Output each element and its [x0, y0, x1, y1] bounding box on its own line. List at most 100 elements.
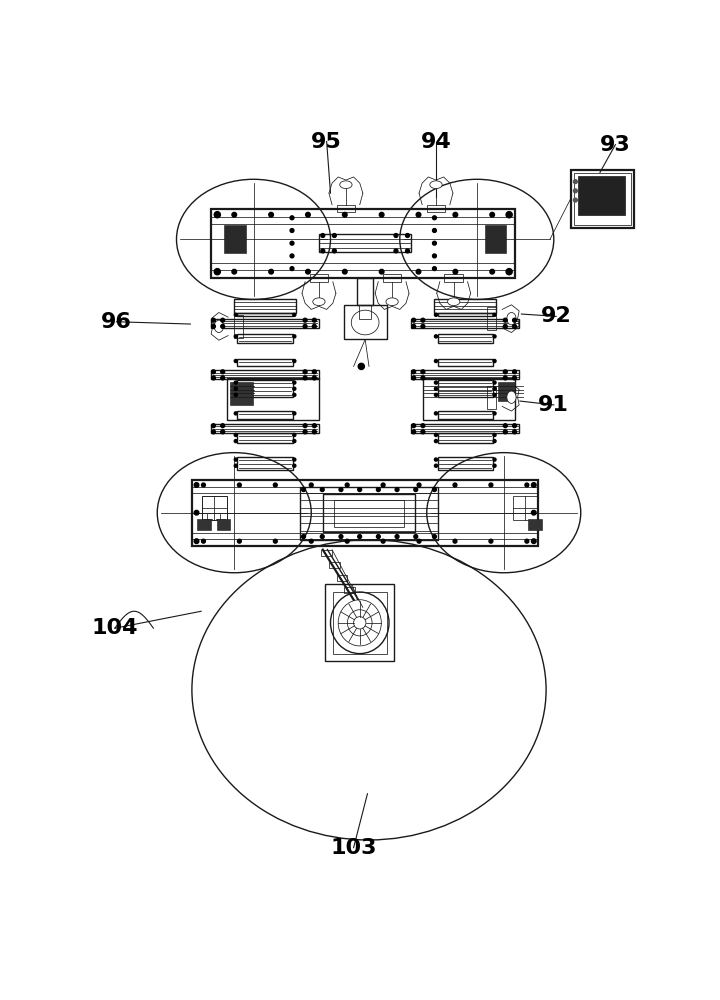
- Circle shape: [293, 440, 296, 443]
- Bar: [234, 315, 243, 338]
- Bar: [434, 299, 496, 312]
- Text: 96: 96: [101, 312, 132, 332]
- Circle shape: [269, 269, 274, 274]
- Circle shape: [212, 370, 215, 374]
- Circle shape: [434, 393, 438, 396]
- Circle shape: [433, 229, 436, 232]
- Bar: [334, 500, 404, 527]
- Bar: [427, 205, 445, 212]
- Circle shape: [405, 234, 410, 237]
- Text: 92: 92: [541, 306, 572, 326]
- Circle shape: [434, 412, 438, 415]
- Circle shape: [290, 216, 294, 220]
- Bar: [438, 380, 493, 397]
- Circle shape: [377, 488, 380, 492]
- Text: 104: 104: [91, 618, 138, 638]
- Circle shape: [453, 539, 457, 543]
- Bar: [230, 382, 253, 405]
- Circle shape: [321, 249, 325, 253]
- Circle shape: [303, 376, 307, 380]
- Bar: [383, 274, 401, 282]
- Circle shape: [234, 313, 238, 316]
- Circle shape: [293, 381, 296, 384]
- Circle shape: [302, 488, 305, 492]
- Circle shape: [416, 212, 420, 217]
- Circle shape: [234, 458, 238, 461]
- Circle shape: [293, 433, 296, 436]
- Text: 94: 94: [420, 132, 451, 152]
- Circle shape: [234, 433, 238, 436]
- Circle shape: [434, 313, 438, 316]
- Circle shape: [416, 269, 420, 274]
- Circle shape: [434, 433, 438, 436]
- Circle shape: [310, 539, 313, 543]
- Circle shape: [194, 510, 199, 515]
- Circle shape: [493, 335, 496, 338]
- Circle shape: [234, 464, 238, 467]
- Circle shape: [493, 433, 496, 436]
- Bar: [337, 575, 348, 581]
- Circle shape: [493, 359, 496, 363]
- Circle shape: [421, 430, 425, 434]
- Circle shape: [358, 488, 361, 492]
- Bar: [217, 519, 230, 530]
- Circle shape: [503, 430, 507, 434]
- Circle shape: [513, 424, 516, 428]
- Circle shape: [343, 269, 347, 274]
- Bar: [329, 562, 340, 568]
- Bar: [238, 334, 293, 343]
- Bar: [438, 359, 493, 366]
- Ellipse shape: [312, 298, 325, 306]
- Bar: [211, 209, 516, 278]
- Bar: [357, 278, 373, 305]
- Text: 103: 103: [330, 838, 377, 858]
- Circle shape: [293, 387, 296, 390]
- Text: 93: 93: [600, 135, 631, 155]
- Bar: [444, 274, 463, 282]
- Circle shape: [377, 535, 380, 538]
- Bar: [344, 587, 355, 593]
- Circle shape: [493, 440, 496, 443]
- Circle shape: [531, 539, 536, 544]
- Circle shape: [303, 324, 307, 328]
- Circle shape: [379, 269, 384, 274]
- Circle shape: [405, 249, 410, 253]
- Circle shape: [293, 335, 296, 338]
- Circle shape: [234, 393, 238, 396]
- Circle shape: [412, 370, 415, 374]
- Circle shape: [234, 335, 238, 338]
- Circle shape: [238, 539, 241, 543]
- Bar: [319, 234, 411, 252]
- Circle shape: [503, 376, 507, 380]
- Circle shape: [453, 483, 457, 487]
- Bar: [238, 359, 293, 366]
- Circle shape: [234, 359, 238, 363]
- Bar: [211, 424, 319, 433]
- Circle shape: [293, 393, 296, 396]
- Circle shape: [293, 458, 296, 461]
- Circle shape: [234, 381, 238, 384]
- Circle shape: [274, 483, 277, 487]
- Circle shape: [232, 269, 237, 274]
- Circle shape: [453, 269, 458, 274]
- Circle shape: [433, 267, 436, 271]
- Circle shape: [232, 212, 237, 217]
- Bar: [300, 487, 438, 540]
- Circle shape: [312, 430, 316, 434]
- Ellipse shape: [386, 298, 398, 306]
- Circle shape: [312, 424, 316, 428]
- Circle shape: [434, 387, 438, 390]
- Circle shape: [506, 212, 512, 218]
- Bar: [325, 584, 395, 661]
- Bar: [192, 480, 539, 546]
- Circle shape: [234, 412, 238, 415]
- Bar: [238, 433, 293, 443]
- Circle shape: [215, 269, 220, 275]
- Circle shape: [493, 387, 496, 390]
- Circle shape: [412, 376, 415, 380]
- Ellipse shape: [430, 181, 442, 189]
- Bar: [411, 370, 519, 379]
- Circle shape: [395, 535, 399, 538]
- Circle shape: [221, 430, 225, 434]
- Circle shape: [194, 539, 199, 544]
